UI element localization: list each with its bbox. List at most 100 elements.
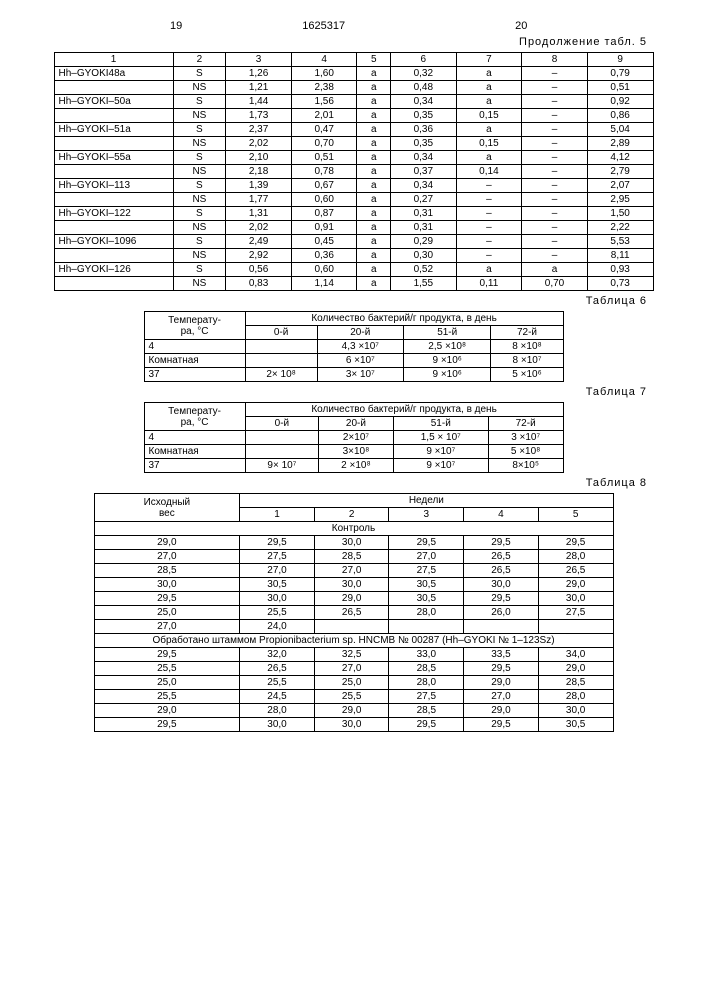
table-row: 29,029,530,029,529,529,5: [94, 536, 613, 550]
cell: 30,0: [314, 718, 389, 732]
cell: 27,0: [464, 690, 539, 704]
t7-c0: 0-й: [245, 417, 318, 431]
cell: 30,0: [240, 592, 315, 606]
cell: –: [456, 249, 522, 263]
cell: 30,5: [538, 718, 613, 732]
table-row: 30,030,530,030,530,029,0: [94, 578, 613, 592]
cell: 0,92: [587, 95, 653, 109]
cell: a: [357, 179, 391, 193]
cell: 27,5: [389, 564, 464, 578]
t8-c3: 3: [389, 508, 464, 522]
cell: a: [456, 123, 522, 137]
cell: 0,86: [587, 109, 653, 123]
cell: –: [522, 123, 588, 137]
cell: 28,0: [389, 606, 464, 620]
cell: 0,60: [291, 263, 357, 277]
cell: 30,0: [314, 578, 389, 592]
cell: 27,0: [94, 620, 240, 634]
cell: 1,44: [226, 95, 292, 109]
cell: 2,79: [587, 165, 653, 179]
cell: S: [173, 123, 226, 137]
cell: NS: [173, 249, 226, 263]
table-row: Hh–GYOKI48aS1,261,60a0,32a–0,79: [54, 67, 653, 81]
table-7: Температу- ра, °C Количество бактерий/г …: [144, 402, 564, 473]
cell: 0,93: [587, 263, 653, 277]
cell: 1,21: [226, 81, 292, 95]
t6-c1: 20-й: [317, 326, 403, 340]
cell: 0,45: [291, 235, 357, 249]
cell: 0,79: [587, 67, 653, 81]
t6-c0: 0-й: [245, 326, 317, 340]
cell: 0,47: [291, 123, 357, 137]
cell: –: [522, 151, 588, 165]
cell: NS: [173, 193, 226, 207]
cell: 0,91: [291, 221, 357, 235]
cell: 27,0: [314, 662, 389, 676]
cell: NS: [173, 221, 226, 235]
cell: a: [357, 193, 391, 207]
cell: S: [173, 67, 226, 81]
cell: a: [357, 95, 391, 109]
t7-c3: 72-й: [488, 417, 563, 431]
cell: a: [456, 151, 522, 165]
cell: 2,22: [587, 221, 653, 235]
cell: 1,73: [226, 109, 292, 123]
cell: 4,3 ×10⁷: [317, 340, 403, 354]
cell: 27,0: [94, 550, 240, 564]
cell: 30,0: [240, 718, 315, 732]
cell: a: [357, 235, 391, 249]
cell: 28,0: [538, 690, 613, 704]
t8-sect1: Контроль: [94, 522, 613, 536]
t7-colhdr: Количество бактерий/г продукта, в день: [245, 403, 563, 417]
cell: 0,27: [391, 193, 457, 207]
cell: 5 ×10⁶: [491, 368, 563, 382]
cell: a: [456, 95, 522, 109]
table-row: 372× 10⁸3× 10⁷9 ×10⁶5 ×10⁶: [144, 368, 563, 382]
cell: 29,5: [94, 592, 240, 606]
table5-caption: Продолжение табл. 5: [30, 36, 647, 48]
cell: 32,0: [240, 648, 315, 662]
cell: –: [522, 235, 588, 249]
cell: 29,5: [464, 718, 539, 732]
cell: 28,0: [389, 676, 464, 690]
cell: 28,0: [240, 704, 315, 718]
cell: –: [522, 67, 588, 81]
cell: a: [357, 137, 391, 151]
cell: 9 ×10⁷: [393, 445, 488, 459]
cell: 27,5: [538, 606, 613, 620]
cell: 8,11: [587, 249, 653, 263]
table-5-header: 1 2 3 4 5 6 7 8 9: [54, 53, 653, 67]
cell: 1,50: [587, 207, 653, 221]
cell: 26,5: [240, 662, 315, 676]
cell: 0,56: [226, 263, 292, 277]
cell: Комнатная: [144, 445, 245, 459]
table-row: 25,025,525,028,029,028,5: [94, 676, 613, 690]
cell: a: [456, 263, 522, 277]
table-row: Hh–GYOKI–113S1,390,67a0,34––2,07: [54, 179, 653, 193]
t8-colhdr: Недели: [240, 494, 613, 508]
cell: 6 ×10⁷: [317, 354, 403, 368]
table-row: 25,025,526,528,026,027,5: [94, 606, 613, 620]
cell: 30,5: [389, 578, 464, 592]
cell: a: [357, 109, 391, 123]
cell: 29,5: [94, 718, 240, 732]
cell: 26,5: [538, 564, 613, 578]
table-row: NS1,212,38a0,48a–0,51: [54, 81, 653, 95]
cell: NS: [173, 81, 226, 95]
cell: [54, 81, 173, 95]
table-5: 1 2 3 4 5 6 7 8 9 Hh–GYOKI48aS1,261,60a0…: [54, 52, 654, 291]
col-5: 5: [357, 53, 391, 67]
cell: 0,60: [291, 193, 357, 207]
cell: 28,5: [538, 676, 613, 690]
cell: S: [173, 179, 226, 193]
cell: 30,0: [464, 578, 539, 592]
cell: Hh–GYOKI–55a: [54, 151, 173, 165]
cell: 30,5: [240, 578, 315, 592]
col-2: 2: [173, 53, 226, 67]
cell: 0,52: [391, 263, 457, 277]
cell: 25,0: [94, 606, 240, 620]
cell: NS: [173, 277, 226, 291]
cell: 37: [144, 368, 245, 382]
cell: 29,0: [94, 704, 240, 718]
cell: –: [522, 207, 588, 221]
